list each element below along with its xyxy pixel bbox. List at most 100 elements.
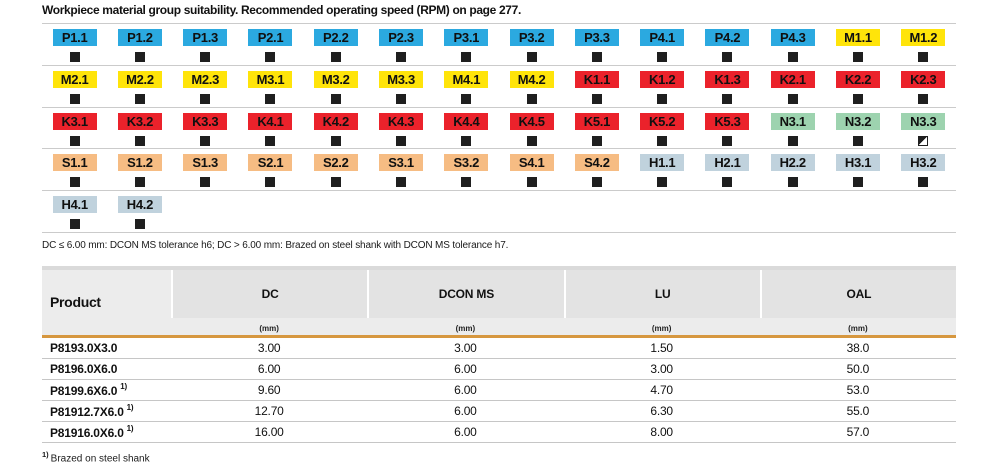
footnote-ref: 1): [126, 423, 134, 433]
footnote-marker: 1): [42, 450, 49, 459]
table-row: P81916.0X6.0 1) 16.00 6.00 8.00 57.0: [42, 422, 956, 443]
material-badge: M4.1: [444, 70, 489, 88]
material-cell: P3.3: [564, 24, 629, 65]
suitability-marker-icon: [918, 52, 929, 62]
column-unit: (mm): [848, 324, 868, 333]
dimension-column-headers: DC DCON MS LU OAL: [171, 270, 956, 318]
material-cell: K5.2: [630, 108, 695, 149]
material-grid-row: M2.1 M2.2 M2.3 M3.1 M3.2 M3.3 M4.1 M4.2 …: [42, 64, 956, 107]
suitability-marker-icon: [918, 177, 929, 188]
material-badge: M3.3: [379, 70, 424, 88]
material-badge: K4.2: [313, 112, 358, 130]
footnote-ref: 1): [126, 402, 134, 412]
suitability-marker-icon: [461, 177, 472, 188]
material-badge: P3.3: [574, 29, 619, 46]
value-cell: 38.0: [846, 341, 870, 355]
value-cell: 9.60: [257, 383, 281, 397]
value-cell: 6.00: [454, 425, 477, 439]
material-badge: N3.1: [770, 112, 815, 130]
product-name: P8193.0X3.0: [50, 341, 118, 355]
page-title: Workpiece material group suitability. Re…: [42, 3, 521, 17]
suitability-marker-icon: [722, 52, 733, 62]
suitability-marker-icon: [787, 177, 798, 188]
material-cell: P4.1: [630, 24, 695, 65]
suitability-marker-icon: [787, 135, 798, 146]
table-body: P8193.0X3.0 3.00 3.00 1.50 38.0 P8196.0X6.0…: [42, 338, 956, 443]
material-cell: M2.3: [173, 66, 238, 107]
material-badge: N3.2: [836, 112, 881, 130]
suitability-marker-icon: [134, 135, 145, 146]
suitability-marker-icon: [853, 93, 864, 104]
material-cell: P1.2: [107, 24, 172, 65]
suitability-marker-icon: [853, 177, 864, 188]
material-badge: K1.2: [640, 70, 685, 88]
suitability-marker-icon: [200, 135, 211, 146]
suitability-marker-icon: [396, 177, 407, 188]
value-cell: 12.70: [254, 404, 284, 418]
suitability-marker-icon: [722, 177, 733, 188]
material-badge: M3.1: [248, 70, 293, 88]
suitability-marker-icon: [396, 135, 407, 146]
value-cell: 57.0: [846, 425, 870, 439]
suitability-marker-icon: [134, 219, 145, 230]
material-cell: S3.2: [434, 149, 499, 190]
product-name: P81912.7X6.0 1): [50, 402, 134, 419]
column-unit: (mm): [455, 324, 476, 333]
suitability-marker-icon: [69, 93, 80, 104]
suitability-marker-icon: [657, 135, 668, 146]
material-cell: K4.5: [499, 108, 564, 149]
material-cell: M3.2: [303, 66, 368, 107]
material-cell: M4.1: [434, 66, 499, 107]
suitability-marker-icon: [657, 52, 668, 62]
suitability-marker-icon: [330, 135, 341, 146]
suitability-marker-icon: [787, 93, 798, 104]
material-cell: N3.1: [760, 108, 825, 149]
suitability-marker-icon: [265, 177, 276, 188]
material-badge: K1.3: [705, 70, 750, 88]
suitability-marker-icon: [722, 93, 733, 104]
footnote-ref: 1): [120, 381, 127, 391]
material-badge: M1.2: [901, 29, 946, 46]
product-name: P81916.0X6.0 1): [50, 423, 134, 440]
value-cell: 6.00: [454, 383, 477, 397]
material-badge: K4.4: [444, 112, 489, 130]
material-cell: N3.2: [825, 108, 890, 149]
material-cell: K1.3: [695, 66, 760, 107]
value-cell: 3.00: [257, 341, 281, 355]
suitability-marker-icon: [69, 219, 80, 230]
value-cell: 53.0: [846, 383, 870, 397]
material-grid-row: H4.1 H4.2: [42, 190, 956, 232]
material-cell: H3.1: [825, 149, 890, 190]
material-cell: H4.1: [42, 191, 107, 232]
material-cell: H3.2: [891, 149, 956, 190]
material-grid-row: S1.1 S1.2 S1.3 S2.1 S2.2 S3.1 S3.2 S4.1 …: [42, 148, 956, 190]
material-cell: S4.2: [564, 149, 629, 190]
value-cell: 55.0: [846, 404, 870, 418]
suitability-marker-icon: [134, 93, 145, 104]
suitability-marker-icon: [265, 93, 276, 104]
material-grid-row: K3.1 K3.2 K3.3 K4.1 K4.2 K4.3 K4.4 K4.5 …: [42, 106, 956, 149]
table-footnote: 1) Brazed on steel shank: [42, 450, 150, 464]
material-badge: H4.1: [52, 196, 97, 214]
suitability-marker-icon: [69, 135, 80, 146]
material-badge: P1.3: [183, 29, 228, 46]
value-cell: 1.50: [650, 341, 673, 355]
table-row: P81912.7X6.0 1) 12.70 6.00 6.30 55.0: [42, 401, 956, 422]
suitability-marker-icon: [787, 52, 798, 62]
material-cell: M3.1: [238, 66, 303, 107]
material-cell: S1.3: [173, 149, 238, 190]
material-cell: K1.2: [630, 66, 695, 107]
material-cell: P2.2: [303, 24, 368, 65]
suitability-marker-icon: [330, 177, 341, 188]
material-cell: P4.2: [695, 24, 760, 65]
material-badge: K3.1: [52, 112, 97, 130]
material-badge: P4.1: [640, 29, 685, 46]
material-cell: K4.3: [368, 108, 433, 149]
value-cell: 8.00: [650, 425, 673, 439]
material-badge: H4.2: [117, 196, 162, 214]
material-cell: H2.2: [760, 149, 825, 190]
suitability-marker-icon: [265, 135, 276, 146]
material-badge: S3.2: [444, 154, 489, 172]
value-cell: 6.30: [650, 404, 673, 418]
material-cell: P1.1: [42, 24, 107, 65]
